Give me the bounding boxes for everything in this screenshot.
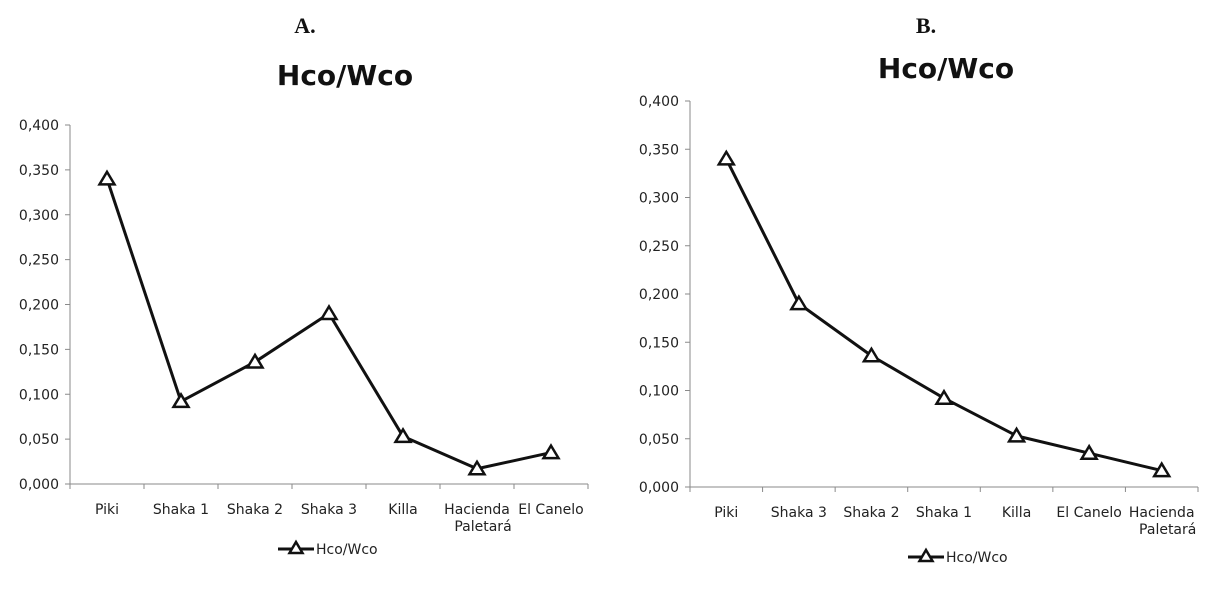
legend-a: Hco/Wco: [278, 539, 378, 558]
plot-area-a: 0,000 0,050 0,100 0,150 0,200 0,250 0,300 0,350…: [19, 118, 589, 535]
panel-letter-a: A.: [294, 13, 315, 38]
y-tick-label-b: 0,200: [639, 287, 679, 303]
x-category-label-b: Shaka 3: [771, 505, 827, 521]
y-tick-label-a: 0,150: [19, 342, 59, 358]
y-tick-label-a: 0,250: [19, 253, 59, 269]
y-tick-label-a: 0,100: [19, 387, 59, 403]
x-category-label-a: Hacienda Paletará: [444, 502, 511, 535]
x-category-label-a: Shaka 3: [301, 502, 357, 518]
data-point-a: [467, 459, 487, 476]
y-tick-label-b: 0,250: [639, 239, 679, 255]
data-point-a: [393, 427, 413, 444]
x-category-label-b: Shaka 2: [843, 505, 899, 521]
legend-b: Hco/Wco: [908, 547, 1008, 566]
y-tick-label-b: 0,300: [639, 191, 679, 207]
chart-panel-a: A. Hco/Wco 0,000 0,050 0,100 0,150 0,200 0,25…: [19, 13, 589, 558]
y-tick-label-b: 0,350: [639, 142, 679, 158]
y-tick-label-b: 0,150: [639, 335, 679, 351]
x-category-label-b: Hacienda Paletará: [1129, 505, 1196, 538]
series-line-b: [724, 158, 1163, 473]
y-tick-label-b: 0,000: [639, 480, 679, 496]
x-category-label-b: El Canelo: [1056, 505, 1121, 521]
data-point-b: [1006, 426, 1027, 443]
y-tick-label-a: 0,200: [19, 298, 59, 314]
data-point-b: [1152, 461, 1172, 478]
y-tick-label-b: 0,100: [639, 384, 679, 400]
plot-area-b: 0,000 0,050 0,100 0,150 0,200 0,250 0,300 0,350…: [639, 94, 1199, 538]
y-tick-label-a: 0,000: [19, 477, 59, 493]
x-category-label-b: Shaka 1: [916, 505, 972, 521]
data-point-a: [541, 443, 561, 460]
y-tick-label-a: 0,050: [19, 432, 59, 448]
x-category-label-a: Shaka 2: [227, 502, 283, 518]
legend-label-a: Hco/Wco: [316, 542, 378, 558]
x-category-label-a: Killa: [388, 502, 417, 518]
x-category-label-a: Piki: [95, 502, 119, 518]
panel-letter-b: B.: [916, 13, 936, 38]
y-tick-label-b: 0,050: [639, 432, 679, 448]
data-point-b: [934, 388, 954, 405]
chart-panel-b: B. Hco/Wco 0,000 0,050 0,100 0,150 0,200 0,25…: [639, 13, 1199, 566]
x-category-label-b: Killa: [1002, 505, 1031, 521]
legend-marker-a: [287, 539, 305, 555]
y-tick-label-a: 0,350: [19, 163, 59, 179]
data-point-a: [245, 352, 265, 369]
data-point-b: [789, 294, 809, 311]
y-tick-label-b: 0,400: [639, 94, 679, 110]
data-point-a: [171, 392, 191, 409]
legend-label-b: Hco/Wco: [946, 550, 1008, 566]
data-point-b: [716, 149, 736, 166]
chart-title-a: Hco/Wco: [277, 59, 413, 92]
y-tick-label-a: 0,400: [19, 118, 59, 134]
legend-marker-b: [917, 547, 935, 563]
data-point-b: [1079, 443, 1099, 460]
data-point-a: [319, 304, 339, 321]
series-line-a: [105, 178, 552, 471]
chart-title-b: Hco/Wco: [878, 52, 1014, 85]
x-category-label-a: El Canelo: [518, 502, 583, 518]
data-point-b: [861, 346, 882, 363]
x-category-label-b: Piki: [714, 505, 738, 521]
x-category-label-a: Shaka 1: [153, 502, 209, 518]
data-point-a: [97, 169, 117, 186]
y-tick-label-a: 0,300: [19, 208, 59, 224]
